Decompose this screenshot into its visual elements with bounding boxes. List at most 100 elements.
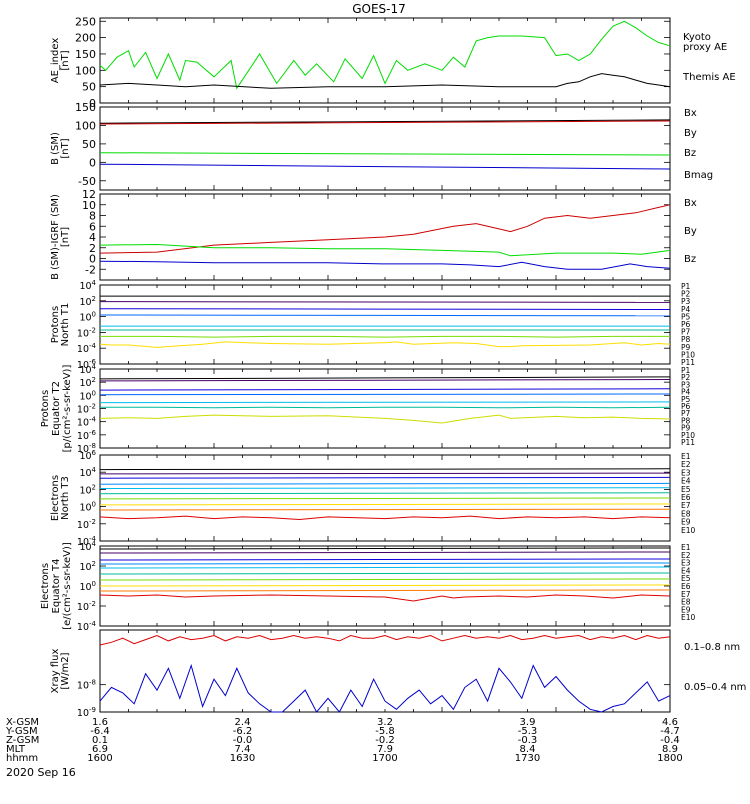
y-axis-label: [nT]	[60, 50, 71, 70]
y-tick-label: -2	[85, 263, 96, 276]
y-tick-label: 100	[79, 389, 96, 402]
y-axis-label: Equator T2	[51, 381, 62, 436]
legend-entry: P9	[681, 343, 691, 352]
y-tick-label: 12	[82, 188, 96, 201]
legend-entry: E4	[681, 477, 691, 486]
legend-entry: By	[684, 128, 697, 139]
y-axis-label: Protons	[50, 306, 61, 343]
legend-entry: E6	[681, 582, 691, 591]
legend-entry: Bx	[684, 108, 697, 119]
ephemeris-value: 8.9	[662, 744, 678, 755]
legend-entry: P6	[681, 320, 691, 329]
legend-entry: P7	[681, 328, 691, 337]
ephemeris-value: -0.0	[233, 735, 253, 746]
legend-entry: E4	[681, 566, 691, 575]
legend-entry: P2	[681, 373, 691, 382]
y-tick-label: -50	[78, 175, 96, 188]
legend-entry: P11	[681, 358, 695, 367]
panel-4: 10-6 10-4 10-2 100 102 104 Protons North T1 P1P2…	[50, 279, 695, 371]
legend-entry: Bmag	[684, 170, 713, 181]
ephemeris-value: 3.9	[520, 717, 536, 728]
legend-entry: P11	[681, 438, 695, 447]
panel-frame	[99, 106, 671, 191]
legend-entry: E9	[681, 605, 691, 614]
legend-entry: P3	[681, 297, 691, 306]
legend-entry: E7	[681, 590, 691, 599]
y-tick-label: 102	[79, 376, 96, 389]
panel-frame	[99, 284, 671, 365]
ephemeris-value: 1730	[515, 753, 540, 764]
ephemeris-value: 0.1	[92, 735, 108, 746]
legend-entry: P5	[681, 312, 691, 321]
y-axis-label: Equator T4	[51, 559, 62, 614]
series-line	[99, 476, 671, 479]
legend-entry: E3	[681, 468, 691, 477]
series-line	[99, 566, 671, 569]
y-tick-label: 4	[89, 231, 96, 244]
legend-entry: P6	[681, 402, 691, 411]
ephemeris-value: 1630	[230, 753, 255, 764]
y-tick-label: 10-6	[77, 429, 97, 442]
legend-entry: Kyoto	[683, 32, 711, 43]
series-line	[99, 314, 671, 317]
series-line	[99, 376, 671, 380]
y-axis-label: [p/(cm²-s-sr-keV)]	[62, 365, 73, 453]
series-line	[99, 515, 671, 521]
legend-entry: E5	[681, 485, 691, 494]
legend-entry: E6	[681, 493, 691, 502]
series-line	[99, 119, 671, 124]
ephemeris-value: 2.4	[235, 717, 251, 728]
series-line	[99, 547, 671, 550]
y-tick-label: 100	[75, 119, 96, 132]
y-axis-label: [e/(cm²-s-sr-keV)]	[62, 542, 73, 630]
y-tick-label: 102	[79, 295, 96, 308]
series-line	[99, 301, 671, 303]
y-tick-label: 10-2	[77, 326, 96, 339]
legend-entry: Themis AE	[682, 72, 736, 83]
y-axis-label: Xray flux	[50, 649, 61, 694]
y-tick-label: 0	[89, 97, 96, 110]
panel-8: 10-9 10-8 Xray flux [W/m2] 0.1–0.8 nm 0.05–0.…	[50, 629, 746, 719]
series-line	[99, 388, 671, 391]
ephemeris-value: -0.2	[375, 735, 395, 746]
ephemeris-value: 1600	[87, 753, 112, 764]
legend-entry: E2	[681, 460, 691, 469]
legend-entry: P7	[681, 409, 691, 418]
legend-entry: E10	[681, 526, 696, 535]
series-line	[99, 663, 671, 713]
y-tick-label: 10-4	[77, 535, 97, 548]
series-line	[99, 204, 671, 254]
legend-entry: P4	[681, 388, 691, 397]
legend-entry: E9	[681, 518, 691, 527]
ephemeris-label: X-GSM	[6, 717, 39, 728]
series-line	[99, 562, 671, 565]
ephemeris-value: 1.6	[92, 717, 108, 728]
y-tick-label: 150	[75, 101, 96, 114]
series-line	[99, 260, 671, 270]
legend-entry: E8	[681, 509, 691, 518]
legend-entry: P10	[681, 350, 695, 359]
y-axis-label: AE_index	[50, 38, 61, 84]
y-tick-label: 2	[89, 242, 96, 255]
y-tick-label: 10-4	[77, 620, 97, 633]
series-line	[99, 578, 671, 581]
y-tick-label: 10	[82, 199, 96, 212]
ephemeris-value: -0.4	[660, 735, 680, 746]
ephemeris-label: hhmm	[6, 753, 38, 764]
y-axis-label: [nT]	[60, 227, 71, 247]
legend-entry: P2	[681, 290, 691, 299]
panel-7: 10-4 10-2 100 102 104 Electrons Equator T4 [e/(…	[40, 540, 696, 633]
legend-entry: E2	[681, 551, 691, 560]
series-line	[99, 584, 671, 587]
y-tick-label: 150	[75, 48, 96, 61]
y-tick-label: 8	[89, 210, 96, 223]
y-tick-label: 50	[82, 81, 96, 94]
y-axis-label: Electrons	[50, 475, 61, 521]
series-line	[99, 508, 671, 511]
legend-entry: Bx	[684, 198, 697, 209]
y-tick-label: 10-9	[77, 706, 96, 719]
y-tick-label: 104	[79, 279, 96, 292]
ephemeris-value: -5.3	[518, 726, 538, 737]
